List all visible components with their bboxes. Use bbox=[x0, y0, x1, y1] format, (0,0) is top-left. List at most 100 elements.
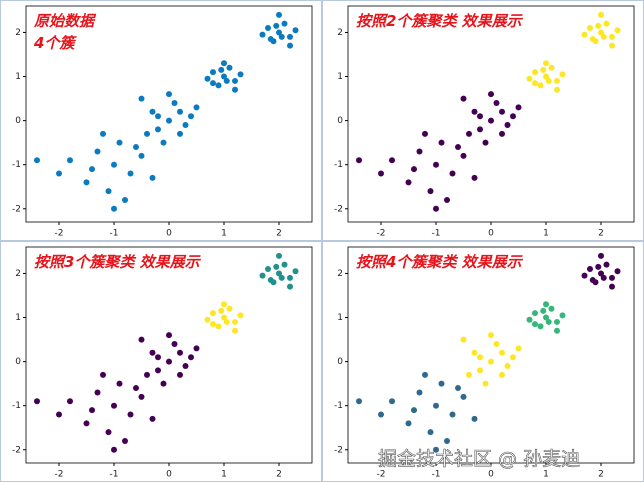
point bbox=[232, 318, 238, 325]
x-tick-label: 2 bbox=[276, 229, 282, 239]
point bbox=[493, 340, 500, 347]
panel: -2 -1 0 1 2 -2 -1 0 1 2 按照4个簇聚类 效果展示 bbox=[322, 241, 644, 482]
y-tick-label: -1 bbox=[12, 160, 21, 170]
point bbox=[149, 415, 156, 422]
x-tick-label: 2 bbox=[598, 470, 604, 480]
point bbox=[149, 349, 156, 356]
point bbox=[510, 113, 516, 120]
point bbox=[614, 27, 621, 34]
point bbox=[460, 393, 467, 400]
point bbox=[554, 86, 560, 93]
point bbox=[543, 73, 549, 80]
point bbox=[433, 205, 439, 212]
point bbox=[554, 327, 560, 334]
point bbox=[226, 305, 233, 312]
point bbox=[281, 20, 288, 27]
point bbox=[438, 139, 445, 146]
point bbox=[292, 268, 299, 275]
point bbox=[160, 380, 167, 387]
point bbox=[127, 170, 134, 177]
point bbox=[595, 22, 602, 29]
point bbox=[598, 270, 604, 277]
point bbox=[193, 104, 200, 111]
y-tick-label: 1 bbox=[337, 313, 343, 323]
y-tick-label: -2 bbox=[12, 445, 21, 455]
point bbox=[67, 398, 73, 405]
y-tick-label: -2 bbox=[12, 204, 21, 214]
point bbox=[482, 380, 489, 387]
point bbox=[444, 437, 450, 444]
point bbox=[537, 82, 544, 89]
y-tick-label: -1 bbox=[334, 401, 343, 411]
point bbox=[493, 99, 500, 106]
point bbox=[237, 312, 244, 319]
point bbox=[499, 371, 505, 378]
point bbox=[422, 130, 428, 137]
point bbox=[166, 91, 172, 98]
point bbox=[609, 283, 615, 290]
point bbox=[460, 95, 467, 102]
point bbox=[292, 27, 299, 34]
chart-title: 按照3个簇聚类 效果展示 bbox=[34, 253, 202, 271]
point bbox=[155, 354, 161, 361]
point bbox=[427, 188, 434, 195]
point bbox=[603, 261, 610, 268]
point bbox=[138, 95, 145, 102]
point bbox=[281, 261, 288, 268]
point bbox=[455, 385, 461, 392]
point bbox=[559, 312, 566, 319]
point bbox=[56, 411, 62, 418]
point bbox=[449, 170, 456, 177]
x-tick-label: 1 bbox=[543, 229, 549, 239]
point bbox=[177, 130, 183, 137]
point bbox=[67, 157, 73, 164]
point bbox=[259, 31, 266, 38]
point bbox=[600, 274, 607, 281]
point bbox=[155, 126, 161, 133]
point bbox=[526, 316, 533, 323]
x-tick-label: -1 bbox=[432, 470, 441, 480]
point bbox=[554, 77, 560, 84]
point bbox=[267, 277, 274, 284]
point bbox=[427, 429, 434, 436]
panel: -2 -1 0 1 2 -2 -1 0 1 2 按照2个簇聚类 效果展示 bbox=[322, 0, 644, 241]
point bbox=[532, 321, 538, 328]
point bbox=[532, 310, 538, 317]
x-tick-label: 2 bbox=[598, 229, 604, 239]
point bbox=[287, 33, 293, 40]
point bbox=[265, 25, 271, 32]
point bbox=[166, 117, 172, 124]
point bbox=[405, 179, 412, 186]
y-tick-label: 2 bbox=[15, 28, 21, 38]
y-tick-label: 1 bbox=[15, 72, 21, 82]
point bbox=[466, 130, 472, 137]
point bbox=[433, 446, 439, 453]
y-tick-label: 0 bbox=[337, 116, 343, 126]
point bbox=[160, 139, 167, 146]
point bbox=[598, 11, 604, 18]
point bbox=[477, 126, 483, 133]
panel-border bbox=[322, 241, 644, 482]
x-tick-label: 1 bbox=[221, 470, 227, 480]
point bbox=[526, 75, 533, 82]
point bbox=[232, 77, 238, 84]
point bbox=[499, 349, 505, 356]
point bbox=[433, 402, 439, 409]
point bbox=[171, 99, 178, 106]
point bbox=[111, 205, 117, 212]
point bbox=[488, 358, 494, 365]
point bbox=[166, 358, 172, 365]
x-tick-label: 0 bbox=[166, 470, 172, 480]
point bbox=[405, 420, 412, 427]
point bbox=[210, 80, 216, 87]
x-tick-label: -1 bbox=[110, 470, 119, 480]
point bbox=[287, 274, 293, 281]
point bbox=[204, 75, 211, 82]
point bbox=[548, 305, 555, 312]
point bbox=[543, 314, 549, 321]
point bbox=[105, 188, 112, 195]
point bbox=[488, 332, 494, 339]
point bbox=[232, 86, 238, 93]
point bbox=[188, 113, 194, 120]
